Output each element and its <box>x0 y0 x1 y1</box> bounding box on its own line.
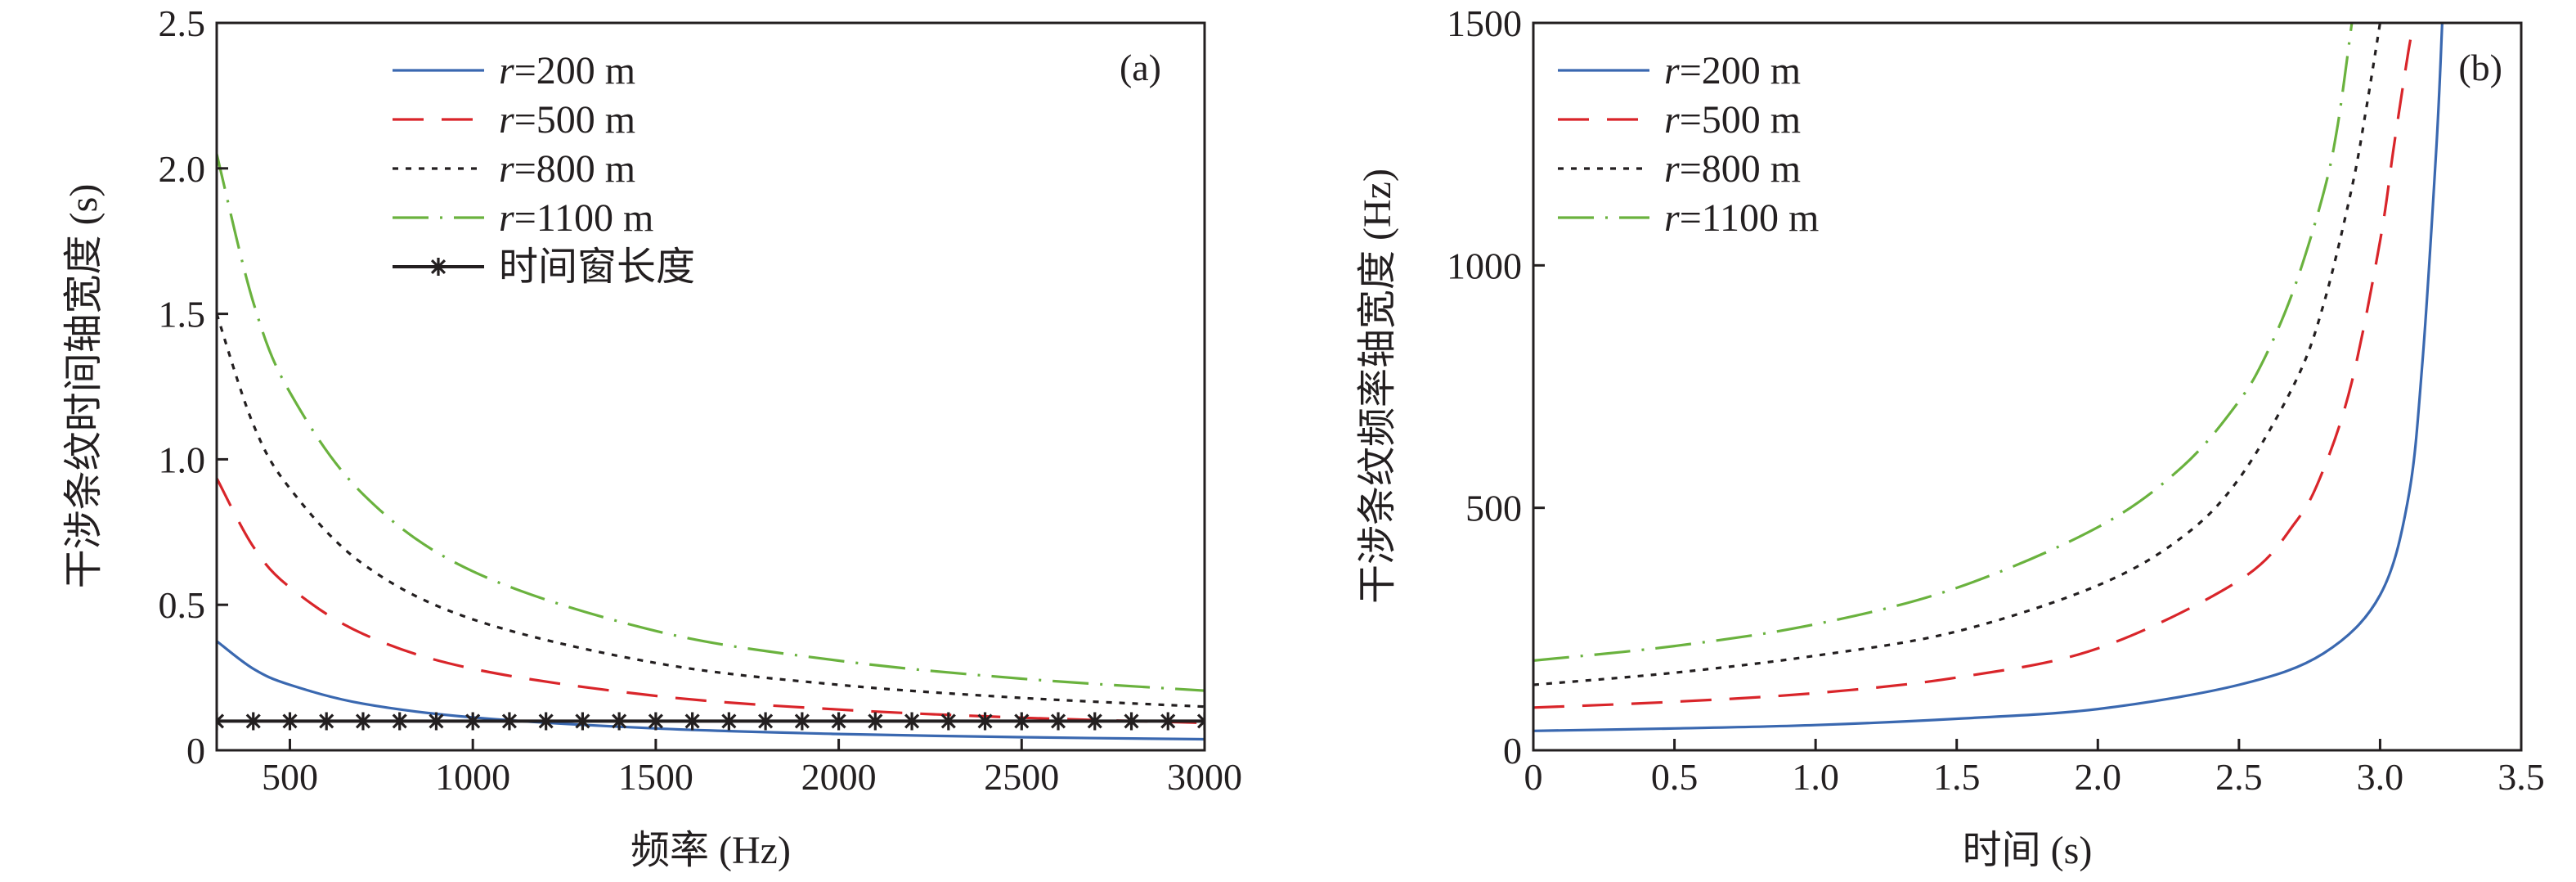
chart-b: 0 0.5 1.0 1.5 2.0 2.5 3.0 3.5 0 500 1000 1500 (b) 时… <box>1356 2 2545 872</box>
data-point-marker <box>1159 712 1178 731</box>
y-tick-label: 2.0 <box>159 148 206 190</box>
x-tick-label: 0.5 <box>1651 756 1699 798</box>
x-tick-label: 0 <box>1524 756 1543 798</box>
legend-marker <box>429 258 447 276</box>
x-axis-label-b: 时间 (s) <box>1963 829 2093 872</box>
data-point-marker <box>390 712 409 731</box>
x-tick-label: 500 <box>262 756 318 798</box>
data-point-marker <box>244 712 263 731</box>
data-point-marker <box>353 712 372 731</box>
y-tick-label: 0 <box>186 730 205 772</box>
chart-a: 500 1000 1500 2000 2500 300000.51.01.52.02.5 … <box>62 2 1242 872</box>
series-line-3 <box>217 313 1205 709</box>
x-tick-label: 2.0 <box>2075 756 2122 798</box>
data-point-marker <box>1012 712 1031 731</box>
x-tick-label: 2500 <box>984 756 1059 798</box>
legend-entry-label: r=200 m <box>499 49 635 92</box>
series-line-2 <box>1533 23 2416 709</box>
data-point-marker <box>1049 712 1068 731</box>
data-point-marker <box>866 712 885 731</box>
legend-b: r=200 m r=500 m r=800 m r=1100 m <box>1558 49 1819 240</box>
x-tick-label: 3.5 <box>2497 756 2545 798</box>
data-point-marker <box>280 712 299 731</box>
data-point-marker <box>939 712 958 731</box>
x-tick-label: 3000 <box>1167 756 1242 798</box>
legend-entry-label: 时间窗长度 <box>499 245 695 289</box>
legend-entry-label: r=1100 m <box>499 196 653 240</box>
data-point-marker <box>903 712 922 731</box>
data-point-marker <box>610 712 629 731</box>
x-tick-label: 1000 <box>435 756 510 798</box>
panel-label-a: (a) <box>1120 47 1161 88</box>
data-point-marker <box>792 712 811 731</box>
legend-entry-label: r=1100 m <box>1664 196 1819 240</box>
data-point-marker <box>756 712 775 731</box>
y-axis-label-a: 干涉条纹时间轴宽度 (s) <box>62 184 105 589</box>
series-line-4 <box>1533 23 2354 662</box>
data-point-marker <box>573 712 592 731</box>
legend-entry-label: r=500 m <box>1664 98 1801 142</box>
data-point-marker <box>536 712 555 731</box>
legend-a: r=200 m r=500 m r=800 m r=1100 m 时间窗长度 <box>393 49 695 289</box>
x-tick-label: 1.0 <box>1792 756 1839 798</box>
y-tick-label: 2.5 <box>159 2 206 44</box>
legend-entry-label: r=200 m <box>1664 49 1801 92</box>
y-tick-label: 500 <box>1465 488 1522 529</box>
data-point-marker <box>1085 712 1104 731</box>
plot-frame-a <box>215 21 1206 752</box>
x-tick-label: 1500 <box>618 756 693 798</box>
data-point-marker <box>683 712 702 731</box>
data-point-marker <box>720 712 738 731</box>
series-line-1 <box>217 640 1205 741</box>
data-point-marker <box>500 712 518 731</box>
x-tick-label: 3.0 <box>2357 756 2404 798</box>
legend-entry-label: r=800 m <box>1664 147 1801 191</box>
x-axis-label-a: 频率 (Hz) <box>631 829 791 872</box>
panel-label-b: (b) <box>2458 47 2502 88</box>
series-line-1 <box>1533 23 2444 732</box>
data-point-marker <box>646 712 665 731</box>
data-point-marker <box>464 712 482 731</box>
x-tick-label: 1.5 <box>1933 756 1981 798</box>
y-tick-label: 0 <box>1503 730 1522 772</box>
data-point-marker <box>829 712 848 731</box>
legend-entry-label: r=500 m <box>499 98 635 142</box>
y-tick-label: 1.0 <box>159 439 206 480</box>
legend-entry-label: r=800 m <box>499 147 635 191</box>
x-tick-label: 2.5 <box>2215 756 2263 798</box>
data-point-marker <box>976 712 994 731</box>
y-tick-label: 0.5 <box>159 584 206 626</box>
plot-frame-b <box>1532 21 2523 752</box>
y-tick-label: 1.5 <box>159 294 206 335</box>
data-point-marker <box>427 712 446 731</box>
y-axis-label-b: 干涉条纹频率轴宽度 (Hz) <box>1356 169 1399 604</box>
series-line-2 <box>217 477 1205 725</box>
data-point-marker <box>317 712 336 731</box>
series-line-3 <box>1533 23 2381 686</box>
data-point-marker <box>1122 712 1141 731</box>
y-tick-label: 1500 <box>1447 2 1522 44</box>
series-line-4 <box>217 153 1205 692</box>
x-tick-label: 2000 <box>801 756 877 798</box>
y-tick-label: 1000 <box>1447 245 1522 286</box>
